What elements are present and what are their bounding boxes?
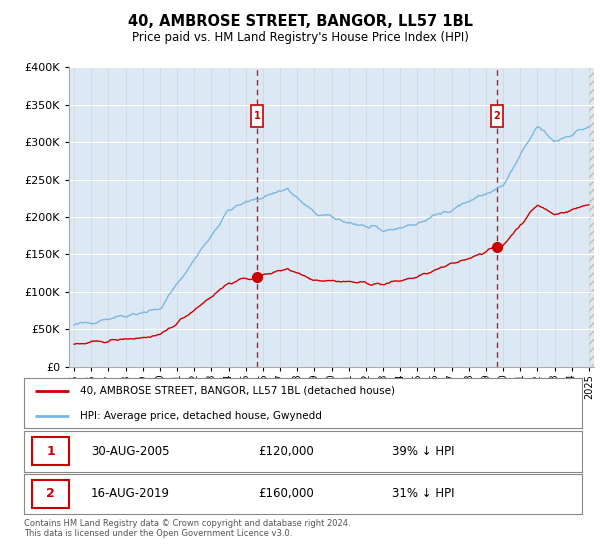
Text: 2: 2	[46, 487, 55, 501]
Text: Contains HM Land Registry data © Crown copyright and database right 2024.
This d: Contains HM Land Registry data © Crown c…	[24, 519, 350, 538]
Text: £160,000: £160,000	[259, 487, 314, 501]
FancyBboxPatch shape	[251, 105, 263, 127]
Text: 30-AUG-2005: 30-AUG-2005	[91, 445, 169, 458]
FancyBboxPatch shape	[491, 105, 503, 127]
Text: 16-AUG-2019: 16-AUG-2019	[91, 487, 170, 501]
Text: 2: 2	[493, 111, 500, 121]
Text: 40, AMBROSE STREET, BANGOR, LL57 1BL (detached house): 40, AMBROSE STREET, BANGOR, LL57 1BL (de…	[80, 386, 395, 395]
FancyBboxPatch shape	[32, 437, 68, 465]
Text: £120,000: £120,000	[259, 445, 314, 458]
Text: HPI: Average price, detached house, Gwynedd: HPI: Average price, detached house, Gwyn…	[80, 411, 322, 421]
FancyBboxPatch shape	[32, 480, 68, 508]
Bar	[589, 67, 594, 367]
Text: Price paid vs. HM Land Registry's House Price Index (HPI): Price paid vs. HM Land Registry's House …	[131, 31, 469, 44]
Text: 31% ↓ HPI: 31% ↓ HPI	[392, 487, 455, 501]
Text: 40, AMBROSE STREET, BANGOR, LL57 1BL: 40, AMBROSE STREET, BANGOR, LL57 1BL	[128, 14, 473, 29]
Text: 1: 1	[254, 111, 260, 121]
Text: 1: 1	[46, 445, 55, 458]
Text: 39% ↓ HPI: 39% ↓ HPI	[392, 445, 455, 458]
